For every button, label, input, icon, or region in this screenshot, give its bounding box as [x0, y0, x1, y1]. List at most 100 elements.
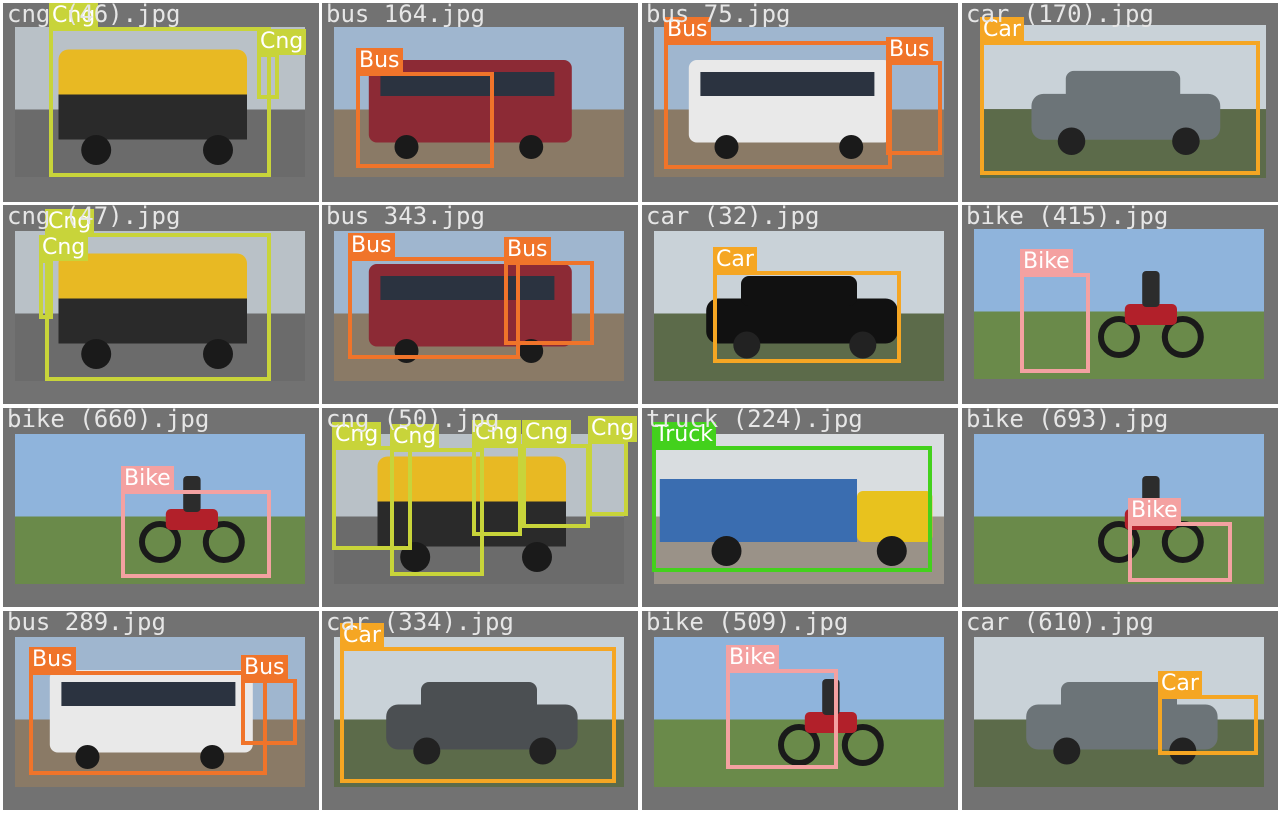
class-label: Bike [1128, 498, 1181, 524]
class-label: Cng [390, 424, 440, 450]
bounding-box [652, 446, 932, 572]
bounding-box [356, 72, 494, 168]
wheel [75, 745, 100, 769]
bounding-box [49, 27, 271, 177]
class-label: Cng [332, 422, 382, 448]
bike-body [804, 712, 857, 733]
photo-illustration [974, 229, 1264, 379]
wheel [203, 339, 233, 369]
class-label: Bus [29, 647, 76, 673]
photo-illustration [654, 637, 944, 787]
filename-label: cng (46).jpg [7, 3, 181, 28]
car-cabin [421, 682, 537, 712]
class-label: Cng [257, 29, 307, 55]
bounding-box [522, 444, 590, 528]
rider [183, 476, 201, 512]
photo [974, 229, 1264, 379]
sky [974, 434, 1264, 517]
wheel [839, 135, 864, 159]
detection-tile: bus 343.jpg Bus Bus [322, 205, 638, 404]
filename-label: bike (693).jpg [966, 408, 1169, 433]
bounding-box [121, 490, 271, 578]
bounding-box [588, 440, 628, 516]
bus-windows [380, 276, 555, 300]
wheel [711, 536, 742, 566]
class-label: Bus [504, 237, 551, 263]
bounding-box [713, 271, 901, 363]
detection-tile: cng (46).jpg Cng Cng [3, 3, 319, 202]
car-body [386, 704, 578, 750]
wheel [1172, 127, 1200, 156]
class-label: Car [340, 623, 384, 649]
photo-illustration [974, 434, 1264, 584]
class-label: Cng [472, 420, 522, 446]
bounding-box [390, 448, 484, 576]
filename-label: car (610).jpg [966, 611, 1154, 636]
wheel [1053, 737, 1081, 765]
wheel [203, 135, 233, 165]
class-label: Cng [45, 209, 95, 235]
bounding-box [664, 41, 892, 169]
wheel [1161, 316, 1204, 358]
bounding-box [45, 233, 271, 381]
detection-tile: cng (47).jpg Cng Cng [3, 205, 319, 404]
wheel [413, 737, 441, 765]
class-label: Bus [664, 17, 711, 43]
class-label: Truck [652, 422, 717, 448]
car-cabin [741, 276, 857, 306]
car-body [706, 298, 898, 344]
class-label: Bike [726, 645, 779, 671]
wheel [714, 135, 739, 159]
ground [15, 516, 305, 584]
photo-illustration [15, 27, 305, 177]
sky [974, 229, 1264, 312]
bounding-box [257, 53, 279, 99]
photo [974, 434, 1264, 584]
bounding-box [39, 259, 53, 319]
bounding-box [980, 41, 1260, 175]
detection-tile: bus 289.jpg Bus Bus [3, 611, 319, 810]
wheel [1098, 521, 1140, 563]
bounding-box [29, 671, 267, 775]
bounding-box [886, 61, 942, 155]
detection-tile: truck (224).jpg Truck [642, 408, 958, 607]
rider [1142, 271, 1160, 307]
ground [654, 719, 944, 787]
class-label: Car [980, 17, 1024, 43]
car-cabin [1061, 682, 1177, 712]
bus-windows [380, 72, 555, 96]
photo-illustration [334, 231, 624, 381]
class-label: Cng [49, 3, 99, 29]
wheel [81, 339, 112, 369]
class-label: Bus [886, 37, 933, 63]
detection-tile: bike (509).jpg Bike [642, 611, 958, 810]
photo [980, 25, 1266, 178]
bike-body [1124, 304, 1177, 325]
bounding-box [348, 257, 520, 359]
sky [654, 637, 944, 720]
ground [974, 516, 1264, 584]
class-label: Cng [39, 235, 89, 261]
wheel [139, 521, 181, 563]
photo [334, 27, 624, 177]
detection-tile: bike (660).jpg Bike [3, 408, 319, 607]
cng-chassis [58, 298, 247, 344]
car-body [1031, 93, 1221, 140]
detection-tile: bus 75.jpg Bus Bus [642, 3, 958, 202]
detection-tile: car (610).jpg Car [962, 611, 1278, 810]
wheel [733, 331, 761, 359]
class-label: Car [1158, 671, 1202, 697]
filename-label: car (334).jpg [326, 611, 514, 636]
wheel [522, 542, 552, 572]
photo [15, 231, 305, 381]
filename-label: cng (50).jpg [326, 408, 500, 433]
cng-chassis [58, 94, 247, 140]
wheel [849, 331, 877, 359]
photo [15, 27, 305, 177]
filename-label: car (32).jpg [646, 205, 820, 230]
bounding-box [472, 444, 522, 536]
wheel [841, 724, 884, 766]
wheel [519, 339, 544, 363]
detection-tile: car (334).jpg Car [322, 611, 638, 810]
photo [15, 434, 305, 584]
